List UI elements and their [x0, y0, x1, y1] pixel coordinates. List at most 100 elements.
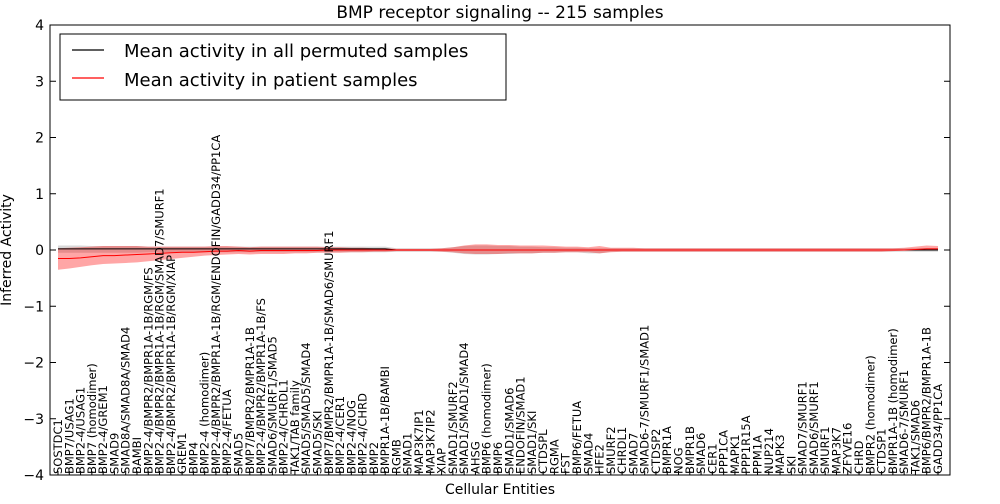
- y-tick-label: −2: [23, 356, 44, 372]
- x-tick-label: CHRDL1: [615, 427, 629, 474]
- x-tick-label: BMP7/BMPR2/BMPR1A-1B/SMAD6/SMURF1: [322, 231, 336, 474]
- x-tick-label: SMAD1/SMAD6: [502, 388, 516, 474]
- x-tick-label: BMP2-4/CHRDL1: [277, 379, 291, 474]
- x-tick-label: BMP2-4 (homodimer): [198, 352, 212, 474]
- legend-label-permuted: Mean activity in all permuted samples: [124, 41, 468, 62]
- x-tick-label: PPM1A: [750, 435, 764, 474]
- x-tick-label: ENDOFIN/SMAD1: [514, 376, 528, 474]
- x-tick-label: BMP2-4/BMPR2/BMPR1A-1B/RGM/ENDOFIN/GADD3…: [209, 135, 223, 474]
- x-tick-label: BMP2: [367, 442, 381, 474]
- x-tick-label: BMP2-4/FETUA: [220, 389, 234, 474]
- x-tick-label: HFE2: [593, 444, 607, 474]
- x-tick-label: BMP2-4/CHRD: [356, 393, 370, 474]
- x-tick-label: SMAD6-7/SMURF1/SMAD1: [638, 325, 652, 474]
- x-tick-label: CER1: [705, 443, 719, 474]
- x-tick-label: BMP2-4/BMPR2/BMPR1A-1B/FS: [254, 298, 268, 474]
- x-tick-label: FST: [559, 452, 573, 474]
- x-tick-label: BMPR1A-1B/BAMBI: [378, 366, 392, 474]
- y-tick-label: 4: [35, 18, 44, 34]
- x-tick-label: SMAD1/SKI: [525, 411, 539, 474]
- x-tick-label: SMAD7: [626, 433, 640, 474]
- x-tick-label: BMP6/FETUA: [570, 401, 584, 474]
- chart-title: BMP receptor signaling -- 215 samples: [336, 3, 663, 23]
- x-tick-label: BMP7 (homodimer): [85, 363, 99, 474]
- x-tick-label: PPP1R15A: [739, 415, 753, 474]
- x-tick-label: SMURF2: [604, 426, 618, 474]
- x-tick-label: BMPR1A: [660, 426, 674, 474]
- x-tick-label: BMP6 (homodimer): [480, 363, 494, 474]
- x-tick-label: TAK1/SMAD6: [908, 400, 922, 475]
- y-tick-label: −3: [23, 412, 44, 428]
- x-tick-label: RGMB: [389, 439, 403, 474]
- y-axis: 4 3 2 1 0 −1 −2 −3 −4: [23, 18, 950, 484]
- x-tick-label: BMP4: [186, 442, 200, 474]
- x-tick-label: SMAD5/SKI: [310, 411, 324, 474]
- x-tick-label: CTDSPL: [536, 429, 550, 474]
- x-tick-label: BMP7/USAG1: [62, 398, 76, 474]
- x-tick-label: PPP1CA: [717, 430, 731, 474]
- x-tick-label: CHRD: [852, 440, 866, 474]
- x-tick-label: SMAD8A/SMAD8A/SMAD4: [119, 327, 133, 474]
- x-tick-label: CTDSP2: [649, 429, 663, 474]
- y-tick-label: −4: [23, 468, 44, 484]
- x-tick-label: MAPK3: [773, 434, 787, 474]
- x-tick-label: BMP2-4/GREM1: [96, 385, 110, 474]
- x-tick-label: NUP214: [762, 428, 776, 474]
- x-axis-label: Cellular Entities: [445, 482, 555, 498]
- x-tick-label: BMP2-4/NOG: [344, 400, 358, 474]
- x-tick-label: BMP2-4/BMPR2/BMPR1A-1B/RGM/XIAP: [164, 255, 178, 474]
- legend-box: [59, 33, 507, 101]
- x-tick-label: SMAD1/SMAD1/SMAD4: [457, 342, 471, 474]
- x-tick-label: MAP3K7IP1: [412, 409, 426, 474]
- legend: Mean activity in all permuted samples Me…: [59, 33, 507, 101]
- x-tick-label: MAPK1: [728, 434, 742, 474]
- x-tick-label: AHSG: [468, 441, 482, 474]
- lines-layer: [58, 248, 938, 259]
- legend-label-patient: Mean activity in patient samples: [124, 70, 418, 91]
- x-tick-label: BMP2-4/CER1: [333, 396, 347, 474]
- x-tick-label: SMAD5/SMAD5/SMAD4: [299, 342, 313, 474]
- x-tick-label: BMPR1A-1B (homodimer): [886, 328, 900, 474]
- x-tick-label: SMAD1/SMURF2: [446, 381, 460, 474]
- x-tick-label: SMAD6/SMURF1/SMAD5: [265, 336, 279, 474]
- y-tick-label: 3: [35, 74, 44, 90]
- x-tick-label: BMP2-4/USAG1: [74, 387, 88, 474]
- x-tick-label: SMAD6: [694, 433, 708, 474]
- x-tick-label: TAK1/TAB family: [288, 380, 302, 475]
- x-tick-label: BAMBI: [130, 437, 144, 474]
- y-tick-label: 2: [35, 131, 44, 147]
- x-tick-label: NOG: [672, 447, 686, 474]
- x-tick-label: BMPR2 (homodimer): [863, 355, 877, 474]
- x-tick-label: SMAD4: [581, 433, 595, 474]
- x-tick-label: SKI: [784, 456, 798, 474]
- x-tick-label: BMP2-4/BMPR2/BMPR1A-1B/RGM/FS: [141, 267, 155, 474]
- x-tick-label: SMAD1: [401, 433, 415, 474]
- x-tick-label: SMAD5: [232, 433, 246, 474]
- x-tick-label: MAP3K7: [829, 427, 843, 474]
- series-line-patient: [58, 248, 938, 259]
- x-tick-label: ZFYVE16: [841, 423, 855, 474]
- x-tick-label: SMURF1: [818, 426, 832, 474]
- x-tick-label: GADD34/PP1CA: [931, 384, 945, 474]
- x-tick-label: BMP7/BMPR2/BMPR1A-1B: [243, 327, 257, 474]
- y-axis-label: Inferred Activity: [0, 194, 15, 306]
- x-tick-label: BMP6/BMPR2/BMPR1A-1B: [920, 327, 934, 474]
- x-tick-label: SMAD6/SMURF1: [807, 381, 821, 474]
- x-tick-label: XIAP: [435, 448, 449, 474]
- x-tick-label: SMAD6-7/SMURF1: [897, 370, 911, 474]
- x-tick-label: CTDSP1: [875, 429, 889, 474]
- x-tick-label: SMAD9: [107, 433, 121, 474]
- x-tick-label: MAP3K7IP2: [423, 409, 437, 474]
- x-tick-label: SOSTDC1: [51, 419, 65, 474]
- x-tick-label: BMPR1B: [683, 426, 697, 474]
- y-tick-label: −1: [23, 299, 44, 315]
- x-tick-label: SMAD7/SMURF1: [796, 381, 810, 474]
- x-tick-label: BMP6: [491, 442, 505, 474]
- y-tick-label: 0: [35, 243, 44, 259]
- x-tick-label: GREM1: [175, 433, 189, 474]
- x-tick-label: BMP2-4/BMPR2/BMPR1A-1B/RGM/SMAD7/SMURF1: [153, 188, 167, 474]
- y-tick-label: 1: [35, 187, 44, 203]
- x-tick-label: RGMA: [547, 439, 561, 474]
